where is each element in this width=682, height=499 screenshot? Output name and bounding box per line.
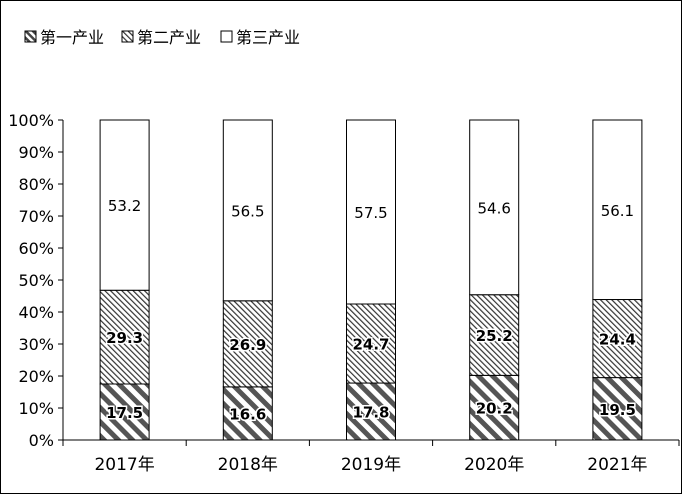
bar-segment [99,383,150,441]
legend-item: 第一产业 [24,28,104,47]
data-label: 53.2 [108,197,141,215]
y-tick-label: 70% [18,207,54,226]
data-label: 17.8 [352,404,389,422]
axes: 0% 10% 20% 30% 40% 50% 60% 70% 80% 90% 100% [8,111,680,450]
bar-group: 17.5 29.3 53.2 2017年 [94,119,155,475]
x-tick-label: 2019年 [341,455,401,475]
bar-segment [222,300,273,388]
data-label: 56.5 [231,202,264,220]
bar-segment [99,289,150,385]
y-tick-label: 100% [8,111,54,130]
y-tick-label: 40% [18,303,54,322]
legend-swatch [121,30,134,43]
legend: 第一产业 第二产业 第三产业 [24,28,300,47]
data-label: 56.1 [601,202,634,220]
legend-item: 第三产业 [220,28,300,47]
y-tick-label: 60% [18,239,54,258]
y-tick-label: 20% [18,367,54,386]
x-tick-label: 2017年 [94,455,154,475]
bars: 17.5 29.3 53.2 2017年 16.6 26.9 56.5 2018年 17.8 24… [94,119,648,475]
bar-group: 16.6 26.9 56.5 2018年 [218,119,278,475]
data-label: 25.2 [476,327,513,345]
bar-segment [469,294,520,376]
bar-segment [469,119,520,296]
legend-label: 第一产业 [40,28,104,47]
x-tick-label: 2018年 [218,455,278,475]
bar-segment [222,119,273,302]
legend-label: 第二产业 [137,28,201,47]
bar-segment [346,303,396,384]
data-label: 54.6 [477,199,510,217]
data-label: 24.4 [599,331,636,349]
bar-segment [592,299,643,379]
y-tick-label: 0% [29,431,54,450]
bar-segment [469,374,520,441]
data-label: 24.7 [352,336,389,354]
bar-segment [592,377,643,441]
y-tick-label: 50% [18,271,54,290]
legend-item: 第二产业 [121,28,201,47]
legend-swatch [220,30,233,43]
legend-swatch [24,30,37,43]
bar-segment [346,119,396,305]
legend-label: 第三产业 [236,28,300,47]
data-label: 16.6 [229,405,266,423]
x-tick-label: 2020年 [464,455,524,475]
y-tick-label: 30% [18,335,54,354]
data-label: 26.9 [229,336,266,354]
data-label: 17.5 [106,404,143,422]
y-tick-label: 90% [18,143,54,162]
bar-segment [346,382,396,441]
data-label: 20.2 [476,400,513,418]
bar-segment [99,119,150,291]
x-tick-label: 2021年 [587,455,647,475]
bar-segment [592,119,643,301]
data-label: 19.5 [599,401,636,419]
bar-group: 17.8 24.7 57.5 2019年 [341,119,401,475]
bar-group: 19.5 24.4 56.1 2021年 [587,119,648,475]
y-tick-label: 10% [18,399,54,418]
data-label: 29.3 [106,329,143,347]
bar-group: 20.2 25.2 54.6 2020年 [464,119,524,475]
y-tick-label: 80% [18,175,54,194]
bar-segment [222,386,273,441]
data-label: 57.5 [354,204,387,222]
